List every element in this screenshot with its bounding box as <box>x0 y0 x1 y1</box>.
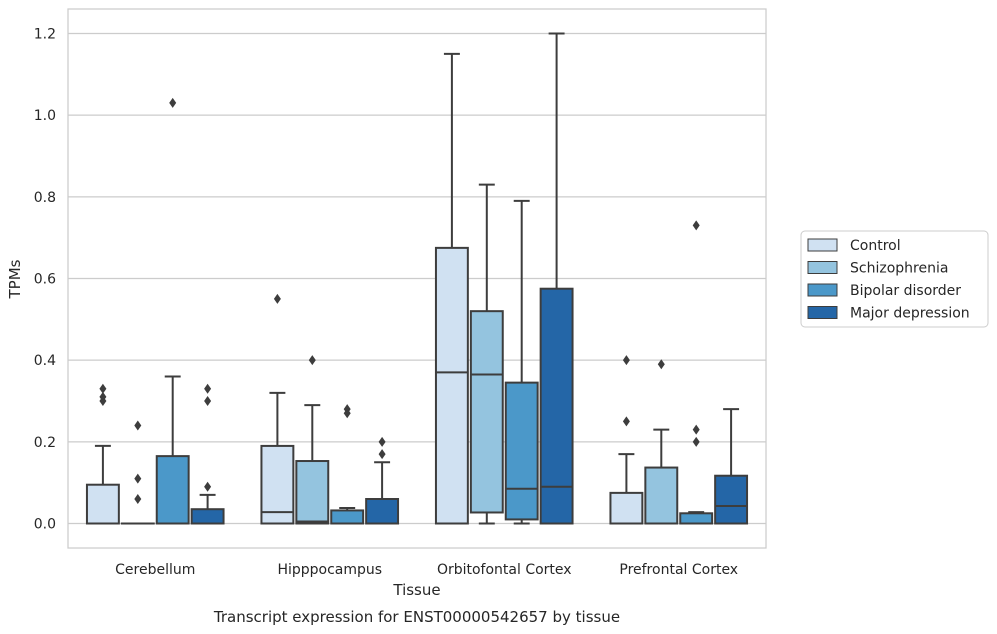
plot-frame <box>67 8 767 549</box>
box-schizophrenia-cerebellum <box>120 420 155 525</box>
outlier-point <box>169 97 177 108</box>
outlier-point <box>622 416 630 427</box>
outlier-point <box>657 359 665 370</box>
box-control-orbitofontal-cortex <box>434 52 469 525</box>
outlier-point <box>692 424 700 435</box>
legend-swatch-major-depression <box>807 306 838 319</box>
outlier-point <box>134 473 142 484</box>
outlier-point <box>692 436 700 447</box>
outlier-point <box>134 494 142 504</box>
y-axis-label: TPMs <box>6 259 24 299</box>
y-tick-label: 0.6 <box>34 272 56 288</box>
box-bipolar-disorder-prefrontal-cortex <box>679 220 714 525</box>
outlier-point <box>622 355 630 366</box>
outlier-point <box>99 383 107 394</box>
outlier-point <box>204 481 212 492</box>
outlier-point <box>134 420 142 431</box>
legend-label-major-depression: Major depression <box>850 306 970 322</box>
box-schizophrenia-hipppocampus <box>295 355 330 525</box>
box-iqr <box>190 508 225 525</box>
chart-caption: Transcript expression for ENST0000054265… <box>213 608 620 626</box>
box-iqr <box>644 466 679 525</box>
legend-label-bipolar-disorder: Bipolar disorder <box>850 283 961 299</box>
outlier-point <box>343 408 351 419</box>
box-major-depression-orbitofontal-cortex <box>539 32 574 525</box>
outlier-point <box>273 293 281 304</box>
box-schizophrenia-orbitofontal-cortex <box>469 183 504 525</box>
outlier-point <box>692 220 700 231</box>
outlier-point <box>378 436 386 447</box>
y-tick-label: 1.2 <box>34 27 56 43</box>
x-tick-label: Hipppocampus <box>277 562 382 578</box>
box-iqr <box>365 498 400 525</box>
y-tick-label: 0.8 <box>34 190 56 206</box>
outlier-point <box>204 396 212 406</box>
box-major-depression-hipppocampus <box>365 436 400 525</box>
x-tick-labels: Cerebellum Hipppocampus Orbitofontal Corte… <box>115 562 738 578</box>
x-tick-label: Cerebellum <box>115 562 195 578</box>
x-tick-label: Orbitofontal Cortex <box>437 562 572 578</box>
box-major-depression-cerebellum <box>190 383 225 525</box>
box-iqr <box>714 474 749 525</box>
box-schizophrenia-prefrontal-cortex <box>644 359 679 525</box>
legend-label-control: Control <box>850 238 901 254</box>
legend-label-schizophrenia: Schizophrenia <box>850 261 948 277</box>
y-tick-labels: 0.0 0.2 0.4 0.6 0.8 1.0 1.2 <box>34 27 56 533</box>
legend-swatch-control <box>807 238 838 252</box>
outlier-point <box>204 383 212 394</box>
outlier-point <box>378 449 386 460</box>
box-bipolar-disorder-cerebellum <box>155 97 190 525</box>
box-iqr <box>295 460 330 525</box>
legend-swatch-schizophrenia <box>807 261 838 274</box>
box-control-cerebellum <box>85 383 120 525</box>
box-iqr <box>155 455 190 525</box>
legend-frame <box>800 230 989 328</box>
box-bipolar-disorder-orbitofontal-cortex <box>504 199 539 525</box>
y-tick-label: 0.4 <box>34 353 56 369</box>
outlier-point <box>308 355 316 366</box>
box-iqr <box>504 381 539 521</box>
outlier-point <box>99 396 107 406</box>
x-axis-label: Tissue <box>392 581 440 599</box>
box-major-depression-prefrontal-cortex <box>714 408 749 525</box>
legend-swatch-bipolar-disorder <box>807 283 838 297</box>
x-tick-label: Prefrontal Cortex <box>619 562 738 578</box>
box-iqr <box>85 483 120 525</box>
box-plots <box>85 32 749 525</box>
y-tick-label: 0.0 <box>34 517 56 533</box>
box-iqr <box>434 246 469 525</box>
box-control-hipppocampus <box>260 293 295 525</box>
y-tick-label: 0.2 <box>34 435 56 451</box>
box-bipolar-disorder-hipppocampus <box>330 404 365 525</box>
box-iqr <box>260 444 295 525</box>
legend: Control Schizophrenia Bipolar disorder Majo… <box>800 230 989 328</box>
box-iqr <box>330 509 365 525</box>
box-control-prefrontal-cortex <box>609 355 644 525</box>
box-iqr <box>469 310 504 514</box>
box-iqr <box>679 512 714 525</box>
box-iqr <box>539 287 574 525</box>
box-iqr <box>609 491 644 525</box>
y-tick-label: 1.0 <box>34 108 56 124</box>
